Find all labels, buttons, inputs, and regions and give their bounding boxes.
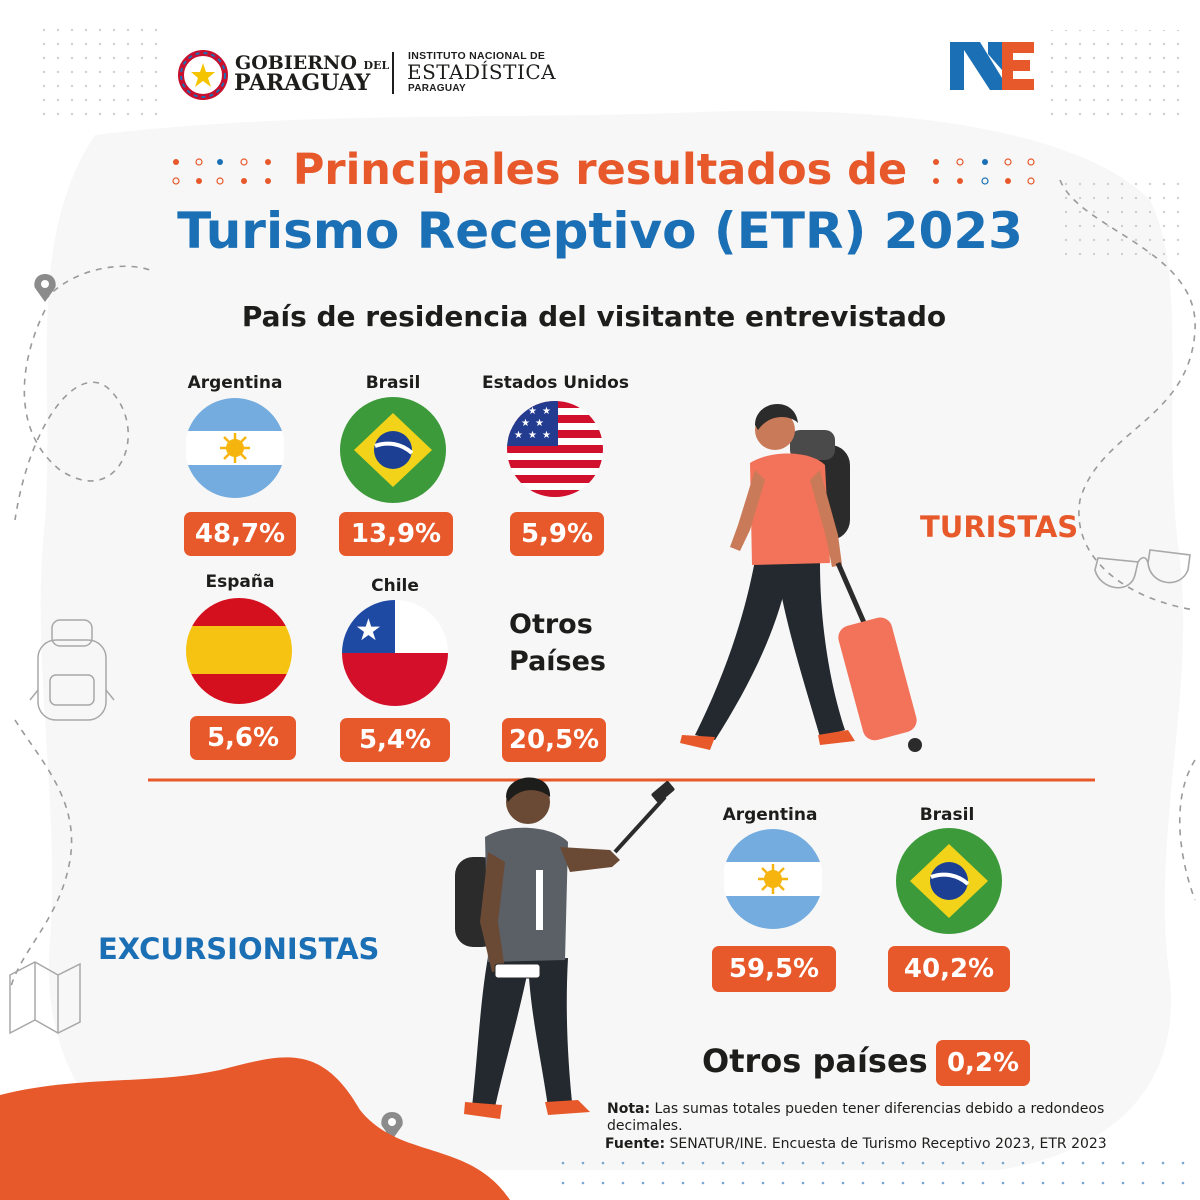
- location-pin-icon: [381, 1112, 403, 1140]
- usa-flag-icon: ★ ★ ★ ★ ★ ★ ★ ★: [507, 401, 603, 497]
- dot-grid-top-right: [1050, 30, 1180, 120]
- svg-text:★: ★: [521, 418, 530, 429]
- tur-country-brasil: Brasil: [365, 373, 421, 393]
- svg-text:★: ★: [528, 406, 537, 417]
- tur-otros-line1: Otros: [509, 609, 593, 640]
- svg-text:★: ★: [355, 613, 382, 648]
- svg-text:★: ★: [535, 418, 544, 429]
- svg-text:★: ★: [514, 430, 523, 441]
- tourist-illustration: [680, 404, 922, 752]
- tur-country-argentina: Argentina: [187, 373, 283, 393]
- tur-pct-brasil: 13,9%: [339, 512, 453, 556]
- tur-pct-espana: 5,6%: [190, 716, 296, 760]
- dot-grid-right: [1060, 175, 1180, 265]
- fuente-label: Fuente:: [605, 1136, 666, 1152]
- backpack-sketch-icon: [29, 619, 115, 721]
- tur-otros-line2: Países: [509, 646, 606, 677]
- ine-name-line1: INSTITUTO NACIONAL DE: [408, 50, 546, 62]
- argentina-flag-icon: [724, 829, 822, 929]
- tur-country-espana: España: [205, 572, 275, 592]
- gobierno-line2: PARAGUAY: [234, 70, 371, 96]
- orange-hill-shape: [0, 1057, 510, 1200]
- exc-country-argentina: Argentina: [722, 805, 818, 825]
- excursionistas-label: EXCURSIONISTAS: [98, 932, 380, 966]
- dot-grid-bottom: [545, 1148, 1185, 1190]
- title-dots-left: [172, 158, 271, 185]
- tur-country-chile: Chile: [371, 576, 419, 596]
- argentina-flag-icon: [186, 398, 284, 498]
- ine-logo: [950, 42, 1034, 90]
- exc-otros-label: Otros países: [702, 1042, 928, 1080]
- spain-flag-icon: [186, 598, 292, 704]
- exc-pct-otros: 0,2%: [936, 1040, 1030, 1086]
- dashed-path-right: [1059, 179, 1196, 611]
- svg-text:★: ★: [542, 406, 551, 417]
- title-line1: Principales resultados de: [292, 145, 908, 195]
- dot-grid-top-left: [40, 25, 160, 120]
- brazil-flag-icon: [340, 397, 446, 503]
- svg-text:★: ★: [528, 430, 537, 441]
- location-pin-icon: [34, 274, 56, 302]
- map-sketch-icon: [9, 961, 81, 1035]
- svg-text:★: ★: [514, 406, 523, 417]
- fuente-text: SENATUR/INE. Encuesta de Turismo Recepti…: [669, 1136, 1107, 1152]
- ine-name-line3: PARAGUAY: [408, 83, 466, 94]
- subtitle: País de residencia del visitante entrevi…: [241, 300, 947, 333]
- exc-pct-argentina: 59,5%: [712, 946, 836, 992]
- tur-pct-usa: 5,9%: [510, 512, 604, 556]
- turistas-label: TURISTAS: [920, 510, 1079, 544]
- gobierno-del: DEL: [363, 59, 390, 72]
- footer-fuente: Fuente: SENATUR/INE. Encuesta de Turismo…: [605, 1136, 1185, 1153]
- exc-pct-brasil: 40,2%: [888, 946, 1010, 992]
- nota-text: Las sumas totales pueden tener diferenci…: [607, 1101, 1105, 1134]
- ine-name-line2: ESTADÍSTICA: [407, 60, 557, 84]
- footer-nota: Nota: Las sumas totales pueden tener dif…: [607, 1101, 1167, 1135]
- tur-pct-otros: 20,5%: [502, 718, 606, 762]
- excursionist-illustration: [455, 777, 675, 1119]
- chile-flag-icon: ★: [342, 600, 448, 706]
- exc-country-brasil: Brasil: [919, 805, 975, 825]
- paraguay-seal-icon: [178, 50, 228, 100]
- nota-label: Nota:: [607, 1101, 651, 1117]
- title-line2: Turismo Receptivo (ETR) 2023: [177, 202, 1023, 260]
- svg-text:★: ★: [542, 430, 551, 441]
- sunglasses-sketch-icon: [1094, 549, 1191, 589]
- header-divider: [392, 52, 394, 94]
- gobierno-line1: GOBIERNO DEL: [235, 52, 390, 74]
- tur-otros-label: Otros Países: [509, 606, 606, 680]
- tur-country-usa: Estados Unidos: [482, 373, 629, 393]
- tur-pct-chile: 5,4%: [340, 718, 450, 762]
- brazil-flag-icon: [896, 828, 1002, 934]
- title-dots-right: [933, 158, 1035, 185]
- tur-pct-argentina: 48,7%: [184, 512, 296, 556]
- dashed-path-left: [14, 309, 129, 521]
